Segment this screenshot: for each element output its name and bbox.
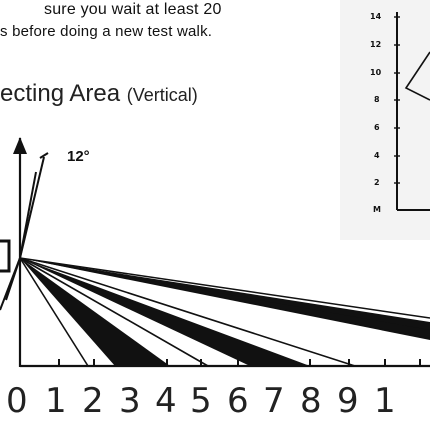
detection-beam-near bbox=[20, 258, 170, 366]
inset-tick-label: 10 bbox=[370, 68, 382, 77]
instruction-line-1: sure you wait at least 20 bbox=[44, 1, 222, 18]
detection-diagram bbox=[0, 137, 430, 368]
beam-outline bbox=[19, 257, 356, 367]
inset-tick-label: 8 bbox=[374, 95, 380, 104]
detection-beam-far bbox=[20, 258, 430, 340]
inset-tick-label: 14 bbox=[370, 12, 382, 21]
distance-tick-label: 4 bbox=[155, 381, 177, 421]
distance-tick-label: 8 bbox=[300, 381, 322, 421]
inset-ticks bbox=[394, 16, 400, 184]
distance-tick-label: 9 bbox=[337, 381, 359, 421]
distance-tick-label: 1 bbox=[45, 381, 67, 421]
section-title-subtitle: (Vertical) bbox=[126, 85, 198, 105]
beam-outline bbox=[19, 257, 89, 367]
distance-tick-label: 5 bbox=[190, 381, 212, 421]
detection-beam-mid bbox=[20, 258, 310, 366]
distance-tick-label: 2 bbox=[82, 381, 104, 421]
vertical-axis-arrow bbox=[13, 137, 27, 154]
distance-tick-label: 1 bbox=[374, 381, 396, 421]
section-title-main: ecting Area bbox=[0, 80, 121, 107]
inset-diagram-graphic bbox=[394, 12, 430, 211]
inset-detection-outline bbox=[404, 51, 430, 101]
inset-tick-label: 4 bbox=[374, 151, 380, 160]
distance-ticks bbox=[58, 359, 421, 366]
inset-tick-label: 12 bbox=[370, 40, 382, 49]
detection-beam-far-inner bbox=[20, 258, 430, 338]
inset-tick-label: 2 bbox=[374, 178, 380, 187]
lower-boundary-line bbox=[5, 257, 21, 301]
distance-tick-label: 3 bbox=[119, 381, 141, 421]
distance-tick-label: 6 bbox=[227, 381, 249, 421]
distance-tick-label: 0 bbox=[6, 381, 28, 421]
distance-tick-label: 7 bbox=[263, 381, 285, 421]
inset-diagram: 14 12 10 8 6 4 2 M bbox=[340, 0, 430, 240]
section-title: ecting Area (Vertical) bbox=[0, 80, 198, 108]
angle-boundary-line bbox=[19, 171, 37, 259]
beam-outline bbox=[19, 257, 430, 319]
beam-outline bbox=[19, 257, 209, 367]
instruction-line-2: s before doing a new test walk. bbox=[0, 23, 213, 40]
angle-label: 12° bbox=[67, 148, 90, 165]
inset-tick-label: M bbox=[373, 205, 381, 214]
inset-tick-label: 6 bbox=[374, 123, 380, 132]
angle-marker-tick bbox=[39, 152, 49, 159]
sensor-box bbox=[0, 239, 11, 273]
